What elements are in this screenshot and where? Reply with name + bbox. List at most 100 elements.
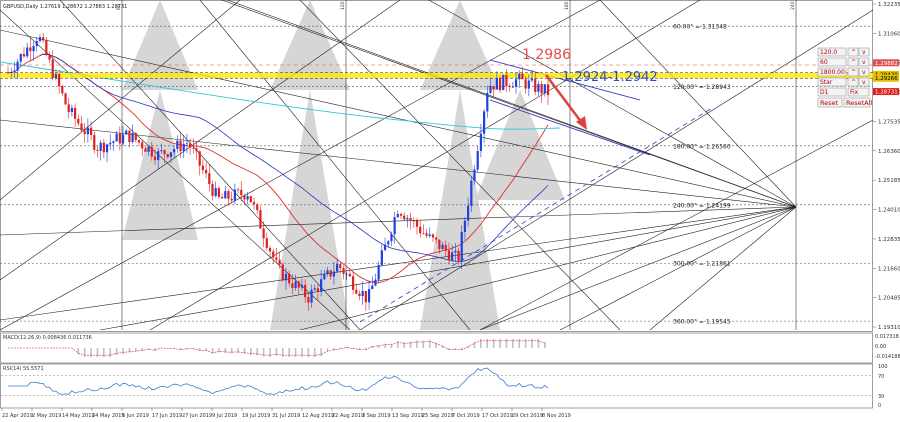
y-tick-label: 1.26360	[878, 149, 900, 155]
macd-bar	[390, 343, 393, 348]
candle-body	[109, 142, 112, 145]
candle-body	[125, 130, 128, 135]
macd-bar	[326, 348, 329, 352]
x-tick-label: 5 Jun 2019	[122, 413, 149, 419]
candle-body	[115, 133, 118, 142]
price-tag-label: 1.29266	[875, 76, 898, 82]
panel-arrow-button[interactable]	[847, 47, 859, 57]
macd-bar	[345, 347, 348, 348]
x-tick-label: 22 Apr 2019	[2, 413, 33, 419]
price-tag-box	[873, 88, 899, 96]
candle-body	[35, 41, 38, 47]
vertical-marker-label: 240	[790, 1, 796, 10]
candle-body	[128, 130, 131, 143]
down-arrow-head	[576, 116, 587, 130]
panel-field[interactable]	[817, 47, 847, 57]
panel-field[interactable]	[817, 67, 847, 77]
macd-bar	[371, 345, 374, 348]
y-tick-label: 1.27535	[878, 119, 900, 125]
y-tick-label: 1.20485	[878, 296, 900, 302]
fan-line	[649, 206, 797, 330]
candle-body	[435, 237, 438, 240]
panel-field-value: D1	[820, 89, 829, 96]
price-tag-label: 1.29882	[875, 61, 898, 67]
y-tick-label: 1.21660	[878, 266, 900, 272]
macd-bar	[77, 348, 80, 355]
candle-body	[419, 226, 422, 234]
candle-body	[198, 151, 201, 166]
candle-body	[345, 273, 348, 275]
panel-fix-button[interactable]	[847, 87, 870, 97]
panel-arrow-button[interactable]	[858, 47, 870, 57]
panel-arrow-button[interactable]	[847, 77, 859, 87]
candle-body	[112, 141, 115, 143]
fan-line	[599, 0, 797, 208]
vertical-marker-label: 60	[116, 4, 122, 10]
macd-bar	[467, 346, 469, 348]
macd-scale-label: 0.00	[875, 344, 886, 350]
candle-body	[281, 264, 284, 281]
candle-body	[22, 54, 26, 57]
candle-body	[150, 146, 153, 157]
x-tick-label: 9 Jul 2019	[212, 413, 237, 419]
panel-reset-button[interactable]	[817, 97, 843, 108]
candle-body	[29, 47, 32, 52]
down-arrow-shaft	[545, 74, 583, 124]
gann-level-label: 240.00° = 1.24199	[673, 202, 731, 209]
panel-field[interactable]	[817, 87, 847, 97]
fan-line	[0, 0, 601, 330]
panel-arrow-label: ^	[851, 59, 856, 66]
candle-body	[444, 244, 447, 251]
fan-line	[149, 0, 701, 330]
candle-body	[304, 284, 307, 298]
macd-bar	[524, 339, 527, 348]
macd-bar	[179, 348, 182, 351]
candle-body	[336, 264, 339, 272]
macd-bar	[230, 348, 233, 354]
macd-bar	[365, 348, 367, 351]
panel-arrow-label: ^	[851, 79, 856, 86]
panel-arrow-button[interactable]	[858, 67, 870, 77]
candle-body	[326, 270, 329, 275]
candle-body	[457, 250, 460, 261]
panel-arrow-button[interactable]	[847, 67, 859, 77]
macd-bar	[115, 348, 118, 355]
panel-arrow-button[interactable]	[858, 57, 870, 67]
candle-body	[38, 37, 42, 42]
panel-arrow-button[interactable]	[858, 77, 870, 87]
candle-body	[502, 74, 505, 91]
rsi-scale-label: 70	[878, 374, 884, 380]
candle-body	[252, 202, 256, 205]
candle-body	[214, 188, 217, 196]
x-tick-label: 14 May 2019	[62, 413, 95, 419]
macd-bar	[186, 348, 188, 350]
gann-control-panel[interactable]: 120.0 ^ v 60 ^ v 1800.00 ^ v Star ^ v D1 Fix Reset Rese…	[817, 47, 872, 108]
candle-body	[224, 191, 227, 199]
macd-bar	[307, 348, 310, 357]
candle-body	[351, 276, 355, 290]
candle-body	[268, 247, 272, 252]
candle-body	[374, 279, 377, 286]
rsi-line	[8, 367, 549, 395]
candle-body	[74, 107, 77, 119]
candle-body	[403, 215, 406, 220]
fan-line	[0, 0, 401, 281]
candle-body	[505, 74, 508, 86]
panel-arrow-button[interactable]	[847, 57, 859, 67]
macd-bar	[192, 348, 195, 349]
panel-field[interactable]	[817, 77, 847, 87]
panel-field-value: 1800.00	[820, 69, 845, 76]
candle-body	[83, 130, 86, 135]
macd-label: MACD(12,26,9) 0.008436 0.011736	[3, 335, 92, 341]
rsi-scale-label: 0	[878, 403, 881, 409]
macd-bar	[358, 348, 361, 350]
candle-body	[534, 78, 537, 92]
candle-body	[32, 46, 35, 52]
panel-field[interactable]	[817, 57, 847, 67]
candle-body	[463, 220, 467, 232]
panel-reset-button[interactable]	[843, 97, 871, 108]
candle-body	[176, 140, 179, 149]
candle-body	[371, 285, 374, 290]
